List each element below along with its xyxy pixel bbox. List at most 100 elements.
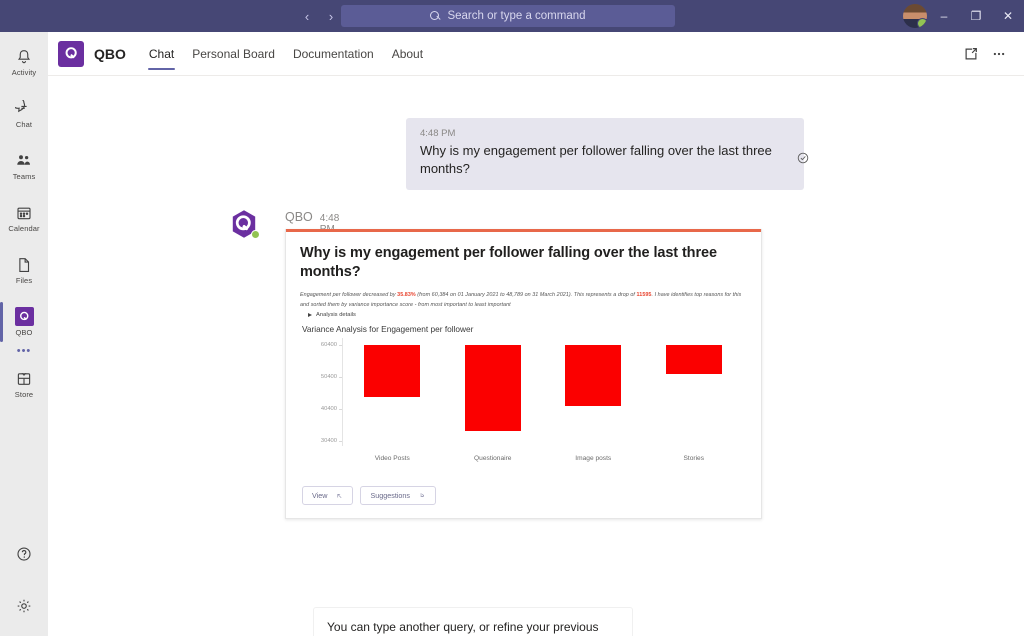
popout-icon[interactable] [962, 45, 980, 63]
chart-bar [565, 344, 622, 407]
sidebar-item-calendar[interactable]: Calendar [0, 196, 48, 240]
chart-y-tick: 30400 [321, 438, 343, 444]
back-icon[interactable]: ‹ [304, 8, 310, 24]
user-message-text: Why is my engagement per follower fallin… [420, 143, 772, 176]
sidebar-item-teams[interactable]: Teams [0, 144, 48, 188]
card-body: Why is my engagement per follower fallin… [286, 232, 761, 476]
tab-documentation[interactable]: Documentation [292, 46, 374, 61]
chart-y-axis [342, 338, 343, 447]
conversation-pane: 4:48 PM Why is my engagement per followe… [48, 76, 1024, 636]
view-button-label: View [312, 491, 328, 501]
variance-waterfall-chart: 30400 40400 50400 60400 Video Posts Questiona… [302, 336, 750, 476]
bell-icon [17, 49, 31, 63]
chart-y-tick: 50400 [321, 374, 343, 380]
down-arrow-icon [420, 493, 425, 498]
forward-icon[interactable]: › [328, 8, 334, 24]
chart-bar [464, 344, 521, 432]
chart-y-tick: 60400 [321, 342, 343, 348]
teams-icon [17, 154, 30, 165]
suggestions-button-label: Suggestions [370, 491, 411, 501]
summary-pre: Engagement per follower decreased by [300, 292, 398, 299]
left-rail: Activity Chat Teams Calendar [0, 32, 48, 636]
help-icon [17, 547, 31, 561]
chart-x-label: Questionaire [474, 455, 512, 463]
search-placeholder: Search or type a command [447, 10, 586, 22]
message-sent-icon [797, 152, 809, 164]
more-options-icon[interactable] [990, 45, 1008, 63]
insight-card: Why is my engagement per follower fallin… [285, 229, 762, 520]
card-title: Why is my engagement per follower fallin… [300, 245, 717, 281]
card-summary: Engagement per follower decreased by 35.… [300, 291, 747, 310]
settings-button[interactable] [0, 584, 48, 628]
qbo-hexagon-icon [232, 210, 256, 238]
chart-plot-area: 30400 40400 50400 60400 Video Posts Questiona… [321, 340, 744, 462]
bot-followup-text: You can type another query, or refine yo… [327, 620, 599, 634]
card-accent-bar [286, 229, 761, 232]
close-button[interactable]: ✕ [1002, 9, 1014, 23]
sidebar-label-teams: Teams [12, 171, 36, 181]
suggestions-button[interactable]: Suggestions [360, 486, 437, 506]
sidebar-label-calendar: Calendar [8, 223, 40, 233]
summary-drop-value: 11595 [636, 292, 652, 299]
sidebar-label-chat: Chat [15, 119, 33, 129]
sidebar-label-qbo: QBO [15, 328, 33, 337]
app-title: QBO [94, 45, 126, 62]
tab-about[interactable]: About [391, 46, 424, 61]
qbo-app-icon [14, 307, 34, 326]
analysis-details-label: Analysis details [316, 312, 356, 319]
open-arrow-icon [337, 494, 342, 499]
chart-bar [364, 344, 421, 397]
tab-personal-board[interactable]: Personal Board [192, 46, 275, 61]
chevron-right-icon [308, 313, 312, 318]
calendar-icon [17, 207, 31, 219]
app-tab-header: QBO Chat Personal Board Documentation Ab… [48, 32, 1024, 76]
rail-overflow-dots[interactable]: ••• [16, 345, 32, 357]
chart-x-label: Stories [683, 455, 705, 463]
chat-icon [15, 99, 27, 112]
qbo-glyph-icon [65, 47, 77, 59]
header-actions [962, 45, 1008, 63]
chart-bar [665, 344, 722, 375]
user-message-time: 4:48 PM [420, 128, 456, 139]
minimize-button[interactable]: – [940, 9, 948, 23]
maximize-button[interactable]: ❐ [970, 9, 982, 23]
sidebar-item-qbo[interactable]: QBO [0, 300, 48, 344]
bot-avatar [228, 208, 260, 240]
files-icon [19, 257, 30, 272]
sidebar-item-chat[interactable]: Chat [0, 92, 48, 136]
settings-icon [17, 599, 31, 613]
bot-followup-bubble: You can type another query, or refine yo… [313, 607, 633, 636]
chart-title: Variance Analysis for Engagement per fol… [302, 324, 474, 335]
summary-post: . I have identifies top reasons for this… [300, 292, 742, 308]
tab-strip: Chat Personal Board Documentation About [140, 32, 432, 76]
sidebar-item-activity[interactable]: Activity [0, 40, 48, 84]
summary-mid: (from 60,384 on 01 January 2021 to 48,78… [415, 292, 637, 299]
online-status-badge [251, 230, 260, 239]
qbo-glyph-icon [19, 311, 28, 321]
rail-bottom-group [0, 524, 48, 628]
sidebar-item-files[interactable]: Files [0, 248, 48, 292]
sidebar-label-activity: Activity [11, 67, 37, 77]
sidebar-label-files: Files [15, 275, 33, 285]
search-input[interactable]: Search or type a command [341, 5, 675, 27]
user-message-bubble: 4:48 PM Why is my engagement per followe… [406, 118, 804, 190]
summary-percent: 35.83% [397, 292, 416, 299]
sidebar-label-store: Store [14, 389, 34, 399]
bot-sender-name: QBO [285, 210, 313, 224]
chart-x-label: Image posts [575, 455, 612, 463]
tab-chat[interactable]: Chat [140, 32, 183, 76]
chart-y-tick: 40400 [321, 406, 343, 412]
sidebar-item-store[interactable]: Store [0, 362, 48, 406]
help-button[interactable] [0, 532, 48, 576]
title-bar: ‹ › Search or type a command – ❐ ✕ [0, 0, 1024, 32]
search-icon [430, 10, 441, 22]
avatar[interactable] [903, 4, 927, 28]
store-icon [17, 372, 31, 385]
chart-x-label: Video Posts [374, 455, 410, 463]
analysis-details-toggle[interactable]: Analysis details [308, 312, 747, 318]
qbo-app-logo [58, 40, 84, 67]
nav-arrows: ‹ › [300, 10, 338, 23]
card-actions: View Suggestions [286, 476, 761, 518]
view-button[interactable]: View [302, 486, 354, 506]
